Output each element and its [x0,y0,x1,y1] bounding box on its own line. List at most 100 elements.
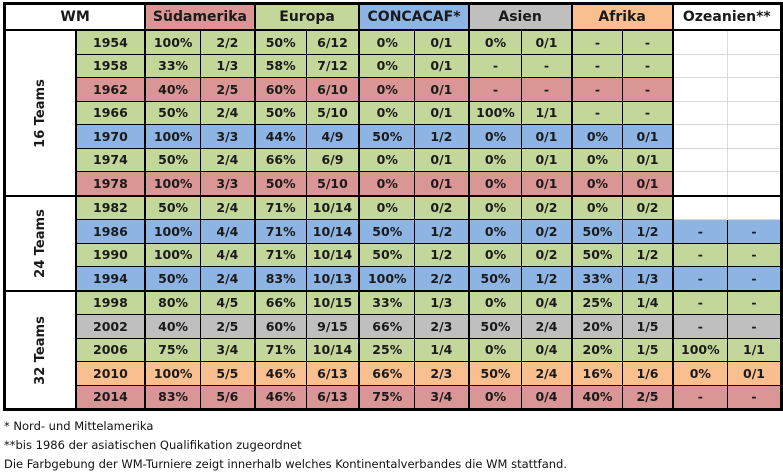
ratio-cell: 2/3 [414,314,470,339]
percent-cell: - [571,100,624,125]
percent-cell: 0% [468,337,523,362]
year-cell: 1954 [75,29,147,55]
percent-cell: 40% [144,314,202,339]
percent-cell: 50% [468,314,523,339]
table-row: 1966 50% 2/4 50% 5/10 0% 0/1 100% 1/1- - [5,100,782,125]
ratio-cell: 1/2 [414,219,470,244]
percent-cell: 20% [571,337,624,362]
ratio-cell [727,124,782,149]
year-cell: 1966 [75,100,147,125]
percent-cell: 0% [468,289,523,315]
ratio-cell: 6/9 [305,147,361,172]
ratio-cell: 0/1 [622,124,674,149]
percent-cell: - [672,219,729,244]
year-cell: 1994 [75,266,147,291]
percent-cell: 0% [358,171,416,196]
percent-cell [672,53,729,78]
ratio-cell: 0/4 [521,337,573,362]
percent-cell: 100% [144,219,202,244]
ratio-cell: 0/1 [414,100,470,125]
ratio-cell: 0/4 [521,289,573,315]
ratio-cell: - [521,77,573,102]
ratio-cell: 7/12 [305,53,361,78]
header-concacaf: CONCACAF* [358,3,470,31]
ratio-cell: 1/5 [622,314,674,339]
ratio-cell: 10/14 [305,337,361,362]
percent-cell: 50% [144,266,202,291]
ratio-cell: 0/1 [521,124,573,149]
percent-cell: 50% [468,266,523,291]
year-cell: 1978 [75,171,147,196]
ratio-cell: 0/1 [414,77,470,102]
ratio-cell: 0/1 [414,147,470,172]
ratio-cell: 1/6 [622,361,674,386]
ratio-cell: 2/4 [200,100,256,125]
header-europa: Europa [254,3,361,31]
ratio-cell: 2/5 [200,314,256,339]
header-asien: Asien [468,3,573,31]
header-ozeanien: Ozeanien** [672,3,783,31]
footnote-concacaf: * Nord- und Mittelamerika [4,419,154,433]
ratio-cell: 2/5 [200,77,256,102]
ratio-cell: 0/1 [727,361,783,386]
percent-cell: 50% [144,194,202,220]
ratio-cell: 0/2 [622,194,674,220]
percent-cell: 0% [571,147,624,172]
percent-cell [672,29,729,55]
ratio-cell: 4/4 [200,242,256,267]
ratio-cell: 6/13 [305,384,361,410]
percent-cell [672,171,729,196]
percent-cell: 0% [358,53,416,78]
percent-cell: 40% [571,384,624,410]
percent-cell: 100% [144,361,202,386]
ratio-cell: 0/2 [521,194,573,220]
ratio-cell: 10/15 [305,289,361,315]
ratio-cell: - [727,289,783,315]
ratio-cell: - [727,314,783,339]
ratio-cell: 2/2 [200,29,256,55]
ratio-cell: 2/4 [200,266,256,291]
table-row: 1970 100% 3/3 44% 4/9 50% 1/2 0% 0/1 0% 0/1 [5,124,782,149]
header-wm: WM [4,3,147,31]
group-label: 16 Teams [3,29,77,196]
percent-cell [672,194,729,220]
percent-cell: - [468,53,523,78]
ratio-cell: 10/13 [305,266,361,291]
ratio-cell: 1/2 [414,242,470,267]
ratio-cell [727,77,782,102]
ratio-cell: 6/12 [305,29,361,55]
percent-cell: 75% [358,384,416,410]
ratio-cell: 3/4 [414,384,470,410]
table-row: 16 Teams 1954 100% 2/2 50% 6/12 0% 0/1 0% 0/1- - [3,29,782,196]
ratio-cell: 2/5 [622,384,674,410]
percent-cell: 33% [571,266,624,291]
percent-cell: 0% [358,194,416,220]
ratio-cell: - [727,266,783,291]
year-cell: 1974 [75,147,147,172]
percent-cell: 75% [144,337,202,362]
percent-cell: 33% [358,289,416,315]
year-cell: 1990 [75,242,147,267]
table-row: 1962 40% 2/5 60% 6/10 0% 0/1- - - - [5,77,782,102]
percent-cell: 0% [468,29,523,55]
ratio-cell: 5/5 [200,361,256,386]
ratio-cell: 0/1 [414,171,470,196]
percent-cell: - [672,384,729,410]
group-label-text: 32 Teams [32,315,48,385]
ratio-cell: 2/4 [200,194,256,220]
ratio-cell: 1/2 [622,242,674,267]
percent-cell: - [571,77,624,102]
table-row: 32 Teams 1998 80% 4/5 66% 10/15 33% 1/3 0% 0/4 25%… [3,289,783,410]
ratio-cell [727,194,782,220]
percent-cell: 60% [254,77,307,102]
percent-cell: 66% [358,314,416,339]
percent-cell: 0% [468,147,523,172]
ratio-cell: 10/14 [305,242,361,267]
percent-cell: - [571,29,624,55]
ratio-cell [727,171,782,196]
percent-cell: 50% [144,147,202,172]
percent-cell: 0% [358,29,416,55]
ratio-cell: 1/2 [622,219,674,244]
table-row: 2002 40% 2/5 60% 9/15 66% 2/3 50% 2/4 20% 1/5- - [5,314,783,339]
ratio-cell: 2/4 [521,314,573,339]
